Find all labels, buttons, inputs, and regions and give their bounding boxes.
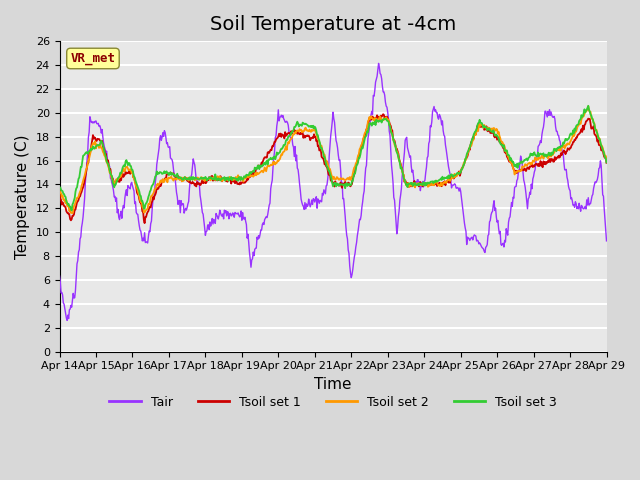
Title: Soil Temperature at -4cm: Soil Temperature at -4cm [210, 15, 456, 34]
X-axis label: Time: Time [314, 377, 352, 392]
Y-axis label: Temperature (C): Temperature (C) [15, 134, 30, 259]
Legend: Tair, Tsoil set 1, Tsoil set 2, Tsoil set 3: Tair, Tsoil set 1, Tsoil set 2, Tsoil se… [104, 391, 562, 414]
Text: VR_met: VR_met [70, 52, 115, 65]
